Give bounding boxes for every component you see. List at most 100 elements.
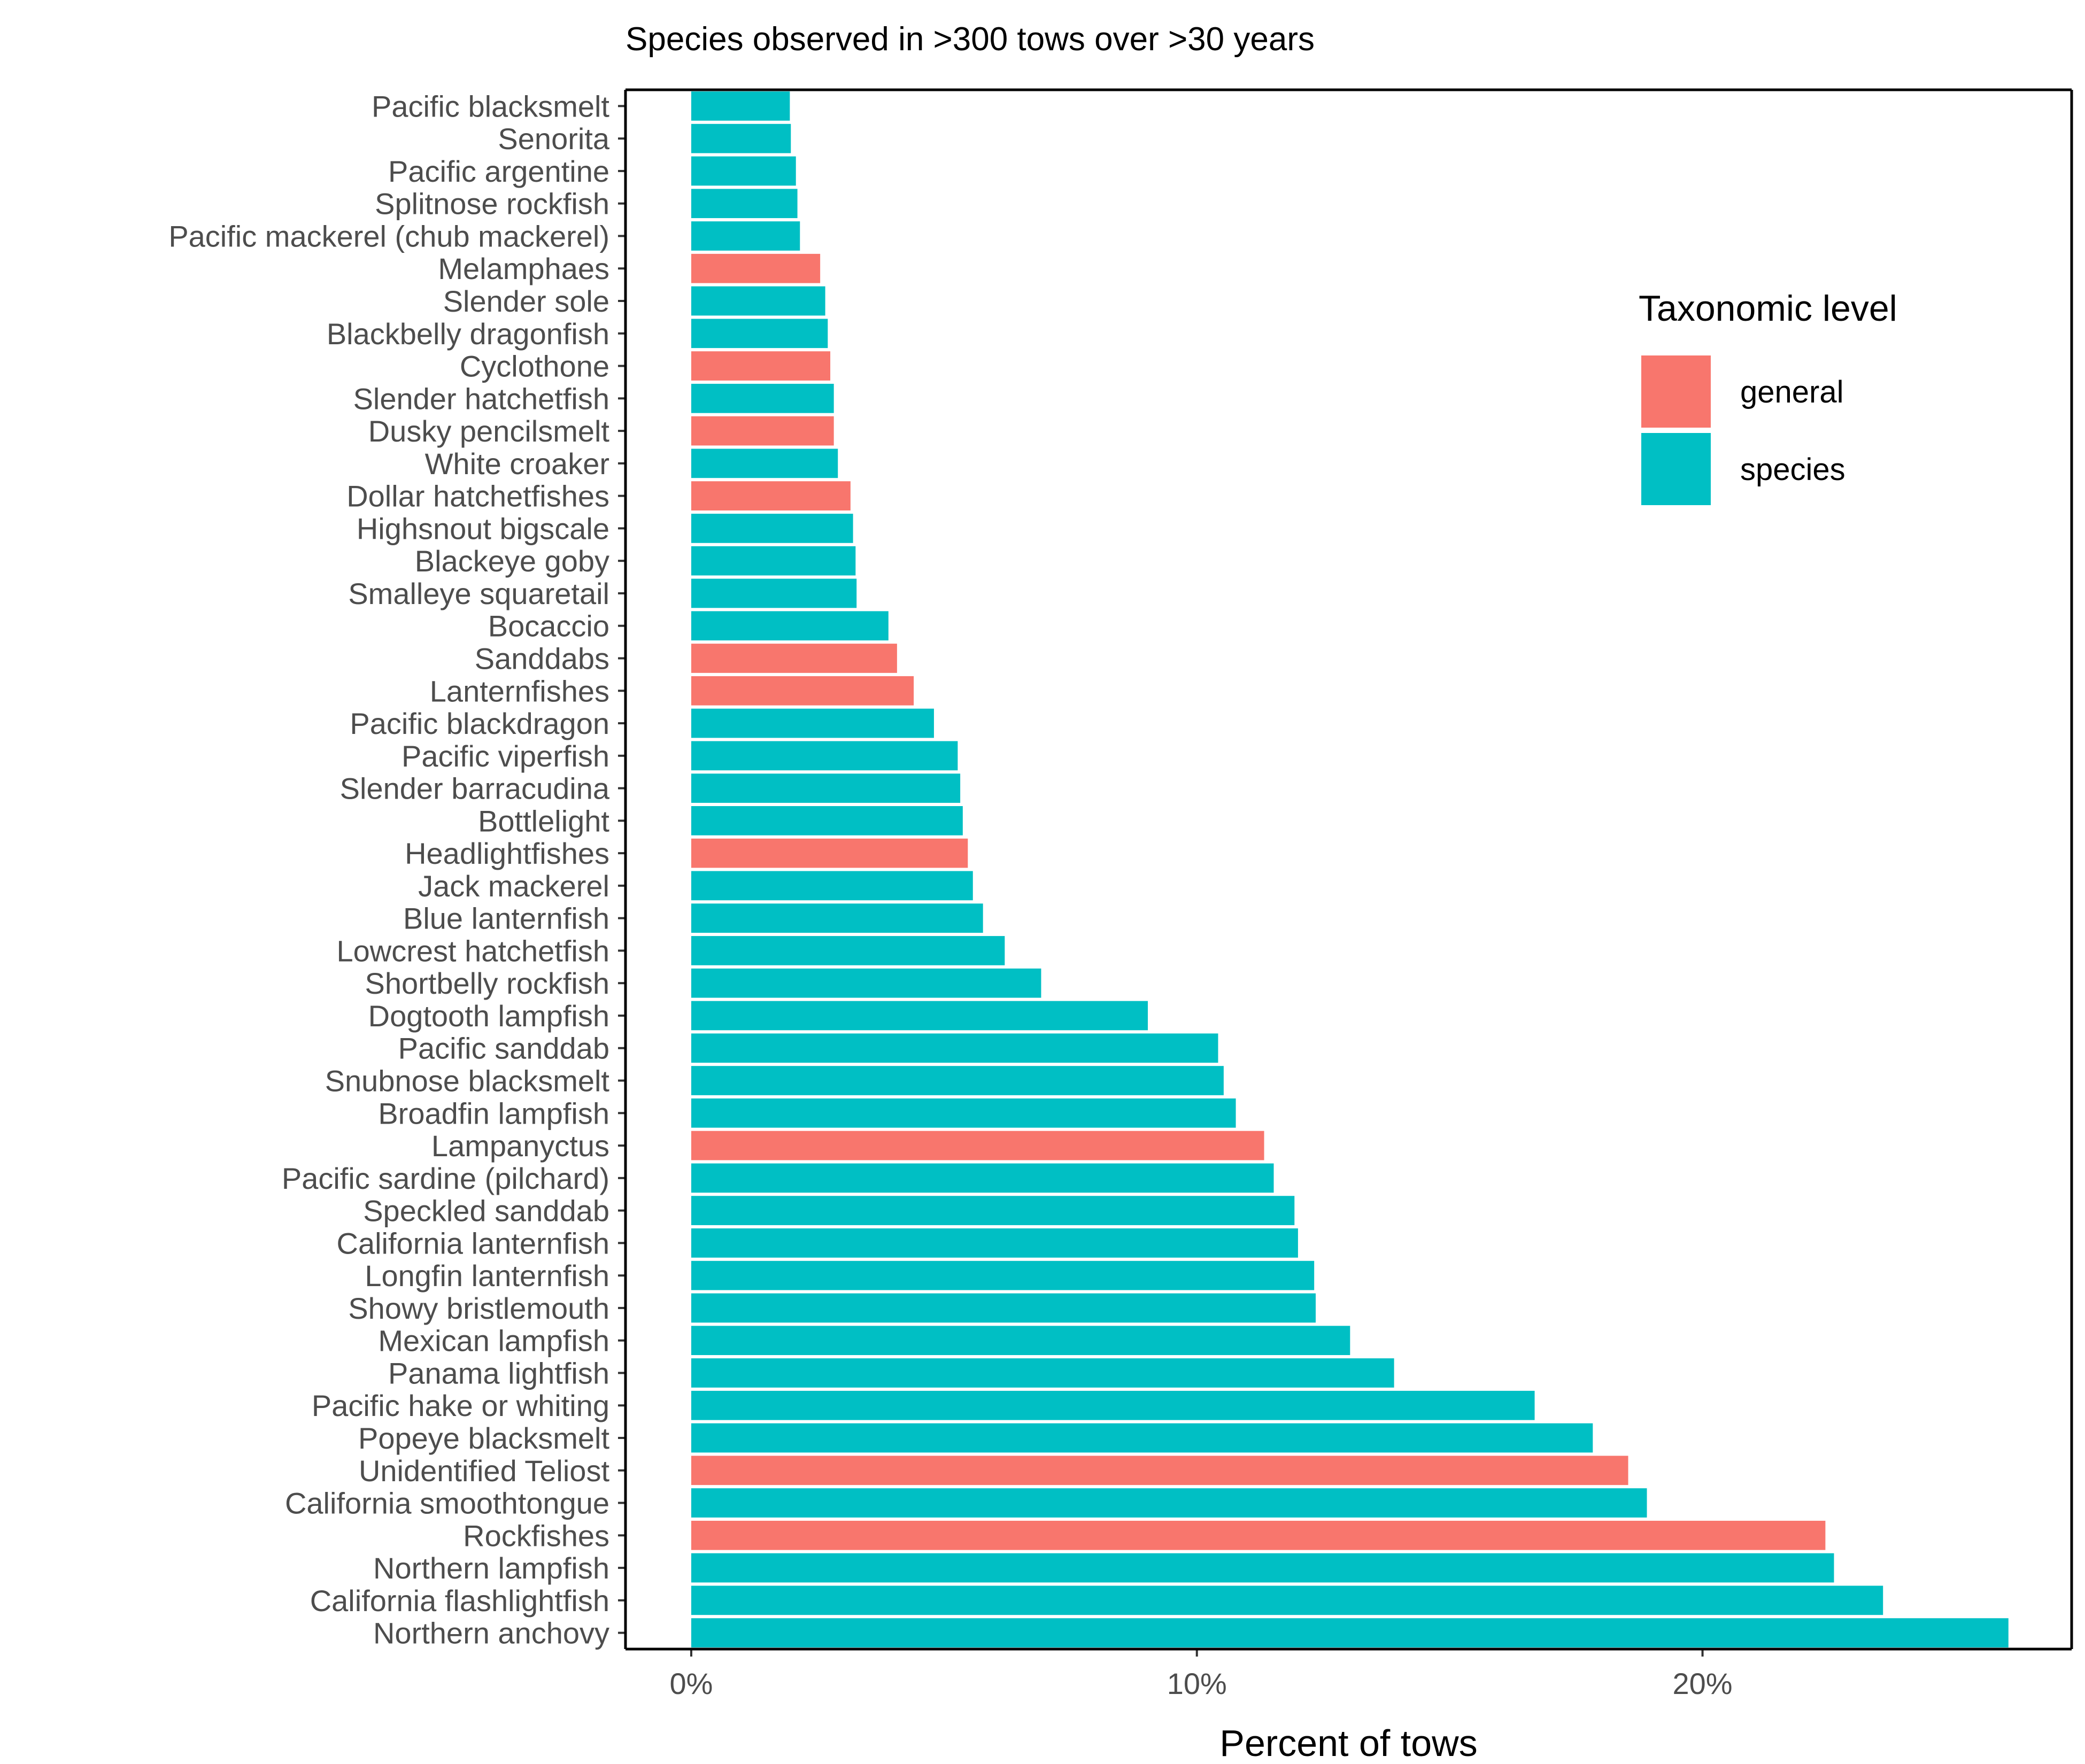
bar-rockfishes (691, 1520, 1826, 1550)
y-tick-label: Cyclothone (460, 350, 609, 383)
bar-dusky-pencilsmelt (691, 416, 834, 446)
bar-speckled-sanddab (691, 1196, 1295, 1225)
bar-white-croaker (691, 448, 838, 478)
bar-california-flashlightfish (691, 1585, 1883, 1615)
bar-bottlelight (691, 806, 963, 835)
y-tick-label: Lampanyctus (431, 1129, 609, 1163)
y-tick-label: Headlightfishes (405, 837, 609, 870)
chart-title: Species observed in >300 tows over >30 y… (626, 21, 1315, 58)
bar-snubnose-blacksmelt (691, 1066, 1224, 1095)
y-tick-label: Snubnose blacksmelt (325, 1064, 610, 1098)
bar-smalleye-squaretail (691, 578, 857, 608)
y-tick-label: Bocaccio (488, 609, 609, 643)
legend-swatch-general (1641, 355, 1711, 428)
y-tick-label: Bottlelight (478, 804, 609, 838)
y-tick-label: Panama lightfish (388, 1356, 609, 1390)
bar-panama-lightfish (691, 1358, 1394, 1388)
bar-jack-mackerel (691, 871, 973, 901)
y-tick-label: California lanternfish (337, 1226, 609, 1260)
bar-california-smoothtongue (691, 1488, 1647, 1518)
bar-popeye-blacksmelt (691, 1423, 1593, 1453)
y-tick-label: Mexican lampfish (378, 1324, 609, 1358)
bar-headlightfishes (691, 838, 968, 868)
y-tick-label: Pacific viperfish (401, 739, 609, 773)
legend-title: Taxonomic level (1639, 288, 1897, 329)
legend-entries: general species (1641, 355, 1845, 505)
bar-pacific-viperfish (691, 741, 958, 771)
y-tick-label: Popeye blacksmelt (358, 1421, 609, 1455)
y-tick-label: Pacific hake or whiting (312, 1389, 609, 1422)
y-tick-label: Northern anchovy (373, 1616, 609, 1650)
legend-label-general: general (1740, 375, 1843, 409)
y-tick-label: Dollar hatchetfishes (346, 479, 609, 513)
legend-swatch-species (1641, 433, 1711, 505)
y-tick-label: Slender sole (443, 284, 609, 318)
bar-slender-sole (691, 286, 825, 316)
x-tick-label: 0% (669, 1667, 713, 1700)
y-tick-label: Jack mackerel (418, 869, 609, 903)
y-tick-label: Pacific blackdragon (350, 707, 609, 740)
bar-pacific-blackdragon (691, 708, 934, 738)
bar-pacific-sanddab (691, 1033, 1218, 1063)
y-tick-label: Pacific argentine (388, 154, 609, 188)
y-tick-label: Dusky pencilsmelt (368, 414, 610, 448)
bar-blue-lanternfish (691, 903, 983, 933)
bar-mexican-lampfish (691, 1326, 1350, 1356)
y-tick-label: Slender hatchetfish (353, 382, 609, 415)
y-tick-label: Speckled sanddab (363, 1194, 609, 1228)
bar-longfin-lanternfish (691, 1260, 1315, 1290)
y-tick-label: Highsnout bigscale (357, 512, 609, 545)
bar-california-lanternfish (691, 1228, 1298, 1258)
legend: Taxonomic level general species (1639, 288, 1897, 505)
bar-northern-anchovy (691, 1618, 2009, 1647)
bar-slender-barracudina (691, 773, 961, 803)
y-tick-label: Broadfin lampfish (378, 1096, 609, 1130)
y-tick-label: Blackbelly dragonfish (327, 317, 609, 351)
y-tick-label: Pacific blacksmelt (372, 89, 609, 123)
y-tick-label: Pacific sanddab (398, 1032, 609, 1065)
bar-blackeye-goby (691, 546, 856, 576)
bar-showy-bristlemouth (691, 1293, 1316, 1323)
bar-lampanyctus (691, 1131, 1264, 1160)
y-tick-label: Lowcrest hatchetfish (337, 934, 609, 968)
bar-northern-lampfish (691, 1553, 1834, 1583)
bar-dogtooth-lampfish (691, 1001, 1148, 1031)
y-tick-label: Unidentified Teliost (359, 1454, 609, 1488)
y-tick-label: White croaker (425, 447, 609, 481)
y-tick-label: Senorita (498, 122, 609, 156)
bar-unidentified-teliost (691, 1456, 1628, 1486)
bar-pacific-hake-or-whiting (691, 1390, 1535, 1420)
bar-senorita (691, 123, 791, 153)
x-tick-label: 20% (1673, 1667, 1733, 1700)
y-tick-label: Northern lampfish (373, 1551, 609, 1585)
bar-shortbelly-rockfish (691, 968, 1041, 998)
bar-broadfin-lampfish (691, 1098, 1236, 1128)
bar-blackbelly-dragonfish (691, 319, 828, 349)
y-tick-label: Slender barracudina (340, 772, 610, 806)
y-tick-label: Smalleye squaretail (348, 577, 609, 610)
y-tick-label: Pacific mackerel (chub mackerel) (168, 219, 609, 253)
y-tick-label: Shortbelly rockfish (365, 966, 609, 1000)
y-tick-label: Rockfishes (463, 1519, 609, 1552)
y-tick-label: Blackeye goby (415, 544, 609, 578)
bar-dollar-hatchetfishes (691, 481, 851, 510)
x-axis-label: Percent of tows (1219, 1722, 1477, 1764)
y-tick-label: Lanternfishes (430, 674, 609, 708)
bar-splitnose-rockfish (691, 189, 798, 219)
bar-slender-hatchetfish (691, 383, 834, 413)
bars-group (691, 91, 2009, 1647)
y-tick-label: Dogtooth lampfish (368, 999, 609, 1033)
bar-lanternfishes (691, 676, 914, 706)
y-tick-label: Blue lanternfish (403, 902, 609, 935)
x-axis-ticks: 0% 10% 20% (669, 1649, 1733, 1700)
y-tick-label: Pacific sardine (pilchard) (282, 1162, 609, 1195)
x-tick-label: 10% (1167, 1667, 1227, 1700)
y-tick-label: Splitnose rockfish (375, 187, 609, 221)
bar-cyclothone (691, 351, 831, 381)
bar-pacific-sardine-pilchard (691, 1163, 1274, 1193)
bar-sanddabs (691, 644, 897, 673)
bar-pacific-blacksmelt (691, 91, 790, 121)
bar-melamphaes (691, 253, 821, 283)
y-tick-label: Showy bristlemouth (348, 1291, 609, 1325)
